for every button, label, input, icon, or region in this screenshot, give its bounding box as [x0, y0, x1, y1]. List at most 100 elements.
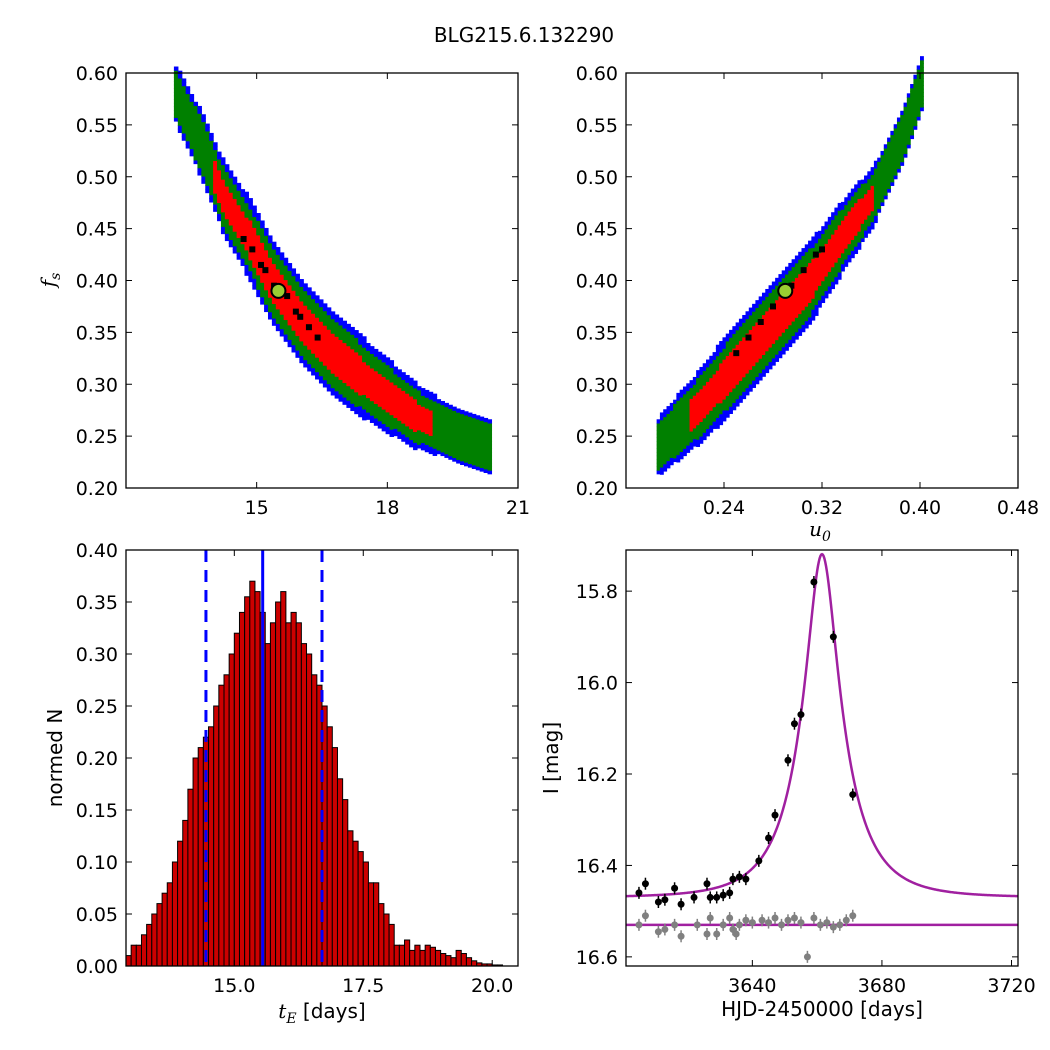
- heatmap-cell: [798, 317, 803, 322]
- heatmap-cell: [735, 358, 740, 363]
- heatmap-cell: [801, 306, 806, 311]
- heatmap-cell: [271, 252, 277, 257]
- heatmap-cell: [814, 308, 819, 313]
- heatmap-cell: [896, 139, 901, 144]
- heatmap-cell: [275, 272, 281, 277]
- heatmap-cell: [373, 396, 379, 401]
- heatmap-cell: [768, 343, 773, 348]
- heatmap-cell: [283, 297, 289, 302]
- data-point: [849, 791, 857, 799]
- heatmap-cell: [483, 454, 489, 459]
- heatmap-cell: [666, 464, 671, 469]
- heatmap-cell: [676, 396, 681, 401]
- heatmap-cell: [393, 431, 398, 437]
- heatmap-cell: [666, 416, 671, 422]
- heatmap-cell: [732, 380, 737, 385]
- heatmap-cell: [362, 394, 367, 399]
- residual-point: [836, 921, 844, 929]
- heatmap-cell: [781, 277, 786, 282]
- heatmap-cell: [173, 102, 179, 108]
- heatmap-cell: [758, 329, 763, 334]
- heatmap-cell: [311, 331, 316, 336]
- heatmap-cell: [745, 314, 750, 320]
- heatmap-cell: [440, 426, 445, 431]
- heatmap-cell: [452, 428, 457, 433]
- heatmap-cell: [689, 427, 694, 432]
- heatmap-cell: [860, 190, 865, 195]
- heatmap-cell: [463, 458, 469, 463]
- heatmap-cell: [732, 384, 737, 389]
- heatmap-cell: [209, 172, 214, 178]
- heatmap-cell: [189, 148, 195, 153]
- heatmap-cell: [679, 444, 684, 449]
- heatmap-cell: [791, 306, 796, 311]
- heatmap-cell: [326, 376, 332, 381]
- heatmap-cell: [448, 415, 453, 420]
- heatmap-cell: [405, 378, 410, 383]
- heatmap-cell: [330, 373, 336, 378]
- heatmap-cell: [264, 282, 269, 287]
- heatmap-cell: [729, 358, 733, 364]
- heatmap-cell: [307, 349, 312, 354]
- heatmap-cell: [883, 169, 888, 174]
- heatmap-cell: [659, 459, 664, 464]
- heatmap-cell: [676, 425, 681, 430]
- heatmap-cell: [362, 408, 367, 414]
- heatmap-cell: [738, 355, 743, 360]
- heatmap-cell: [350, 345, 355, 350]
- heatmap-cell: [791, 273, 796, 278]
- heatmap-cell: [240, 254, 246, 259]
- heatmap-cell: [722, 359, 727, 364]
- heatmap-cell: [735, 340, 740, 345]
- heatmap-cell: [702, 385, 707, 390]
- heatmap-cell: [715, 388, 720, 393]
- heatmap-cell: [817, 285, 822, 290]
- heatmap-cell: [342, 331, 347, 336]
- heatmap-cell: [778, 353, 783, 359]
- heatmap-cell: [452, 421, 457, 426]
- heatmap-cell: [311, 313, 316, 318]
- heatmap-cell: [467, 416, 473, 421]
- histogram-bar: [151, 913, 158, 967]
- heatmap-cell: [883, 162, 888, 167]
- heatmap-cell: [416, 407, 422, 413]
- heatmap-cell: [831, 219, 836, 224]
- heatmap-cell: [771, 343, 776, 348]
- heatmap-cell: [702, 435, 707, 441]
- heatmap-cell: [692, 406, 697, 411]
- heatmap-cell: [748, 362, 753, 367]
- heatmap-cell: [369, 418, 375, 423]
- heatmap-cell: [761, 372, 766, 377]
- heatmap-cell: [432, 451, 438, 456]
- heatmap-cell: [870, 174, 875, 179]
- best-chains: [733, 246, 825, 357]
- heatmap-cell: [264, 249, 269, 254]
- heatmap-cell: [358, 365, 363, 371]
- heatmap-cell: [220, 193, 226, 198]
- heatmap-cell: [460, 431, 465, 436]
- heatmap-cell: [177, 88, 183, 94]
- heatmap-cell: [416, 426, 422, 431]
- heatmap-cell: [405, 396, 410, 401]
- heatmap-cell: [267, 278, 273, 284]
- heatmap-cell: [729, 340, 733, 345]
- heatmap-cell: [765, 350, 770, 355]
- heatmap-cell: [420, 402, 426, 407]
- heatmap-cell: [854, 235, 859, 240]
- heatmap-cell: [385, 422, 391, 427]
- heatmap-cell: [752, 354, 756, 359]
- heatmap-cell: [840, 238, 845, 243]
- heatmap-cell: [460, 435, 465, 440]
- heatmap-cell: [475, 437, 481, 442]
- heatmap-cell: [910, 105, 915, 111]
- histogram-bar: [383, 913, 390, 967]
- heatmap-cell: [679, 407, 684, 413]
- heatmap-cell: [322, 354, 328, 359]
- data-point: [641, 880, 649, 888]
- heatmap-cell: [840, 256, 845, 261]
- heatmap-cell: [409, 432, 414, 437]
- heatmap-cell: [732, 340, 737, 345]
- heatmap-cell: [811, 247, 816, 252]
- heatmap-cell: [729, 373, 733, 378]
- heatmap-cell: [729, 362, 733, 367]
